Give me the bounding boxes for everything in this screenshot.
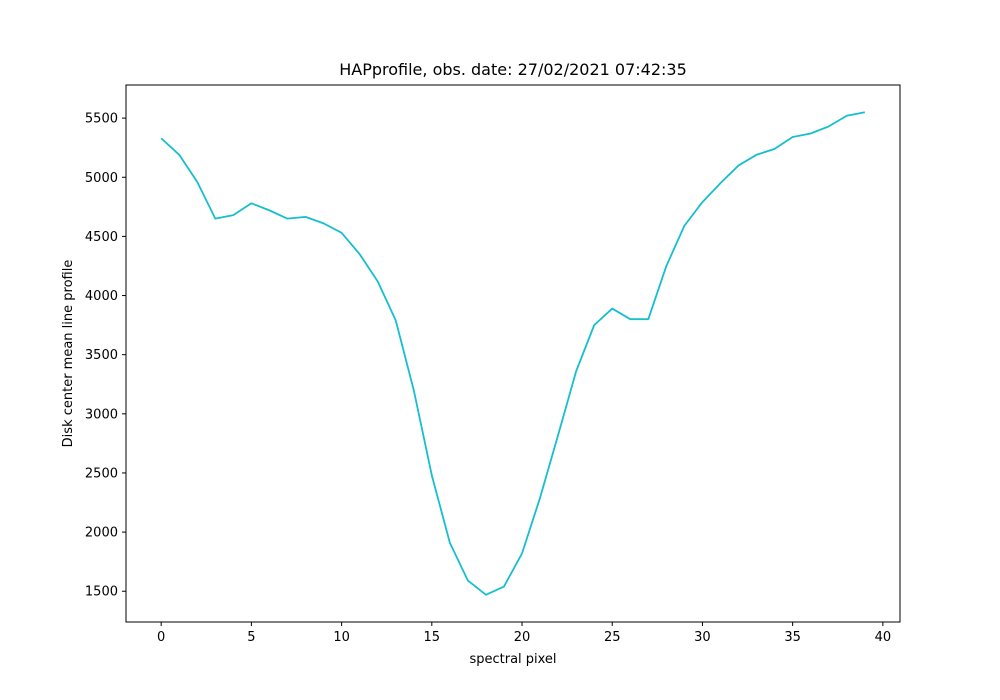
series-line xyxy=(160,111,865,596)
x-tick-label: 30 xyxy=(694,630,711,645)
x-tick-label: 10 xyxy=(333,630,350,645)
x-tick-label: 0 xyxy=(157,630,165,645)
x-tick-label: 25 xyxy=(604,630,621,645)
plot-frame xyxy=(125,84,901,623)
x-tick-label: 15 xyxy=(424,630,441,645)
y-axis-title: Disk center mean line profile xyxy=(61,260,76,448)
y-tick-label: 4000 xyxy=(85,289,118,304)
y-tick-label: 3500 xyxy=(85,348,118,363)
y-tick-label: 1500 xyxy=(85,585,118,600)
y-tick-label: 4500 xyxy=(85,230,118,245)
chart-title: HAPprofile, obs. date: 27/02/2021 07:42:… xyxy=(339,60,687,79)
x-tick-label: 5 xyxy=(247,630,255,645)
series-layer xyxy=(160,111,865,596)
x-tick-label: 40 xyxy=(875,630,892,645)
y-tick-label: 3000 xyxy=(85,407,118,422)
y-tick-label: 2000 xyxy=(85,526,118,541)
x-tick-label: 35 xyxy=(784,630,801,645)
y-tick-label: 2500 xyxy=(85,466,118,481)
x-tick-label: 20 xyxy=(514,630,531,645)
x-axis-title: spectral pixel xyxy=(469,652,556,667)
y-axis-ticks: 1500 2000 2500 3000 3500 4000 4500 5000 5500 xyxy=(85,112,126,600)
x-axis-ticks: 0 5 10 15 20 25 30 35 40 xyxy=(157,622,891,645)
y-tick-label: 5500 xyxy=(85,112,118,127)
y-tick-label: 5000 xyxy=(85,171,118,186)
